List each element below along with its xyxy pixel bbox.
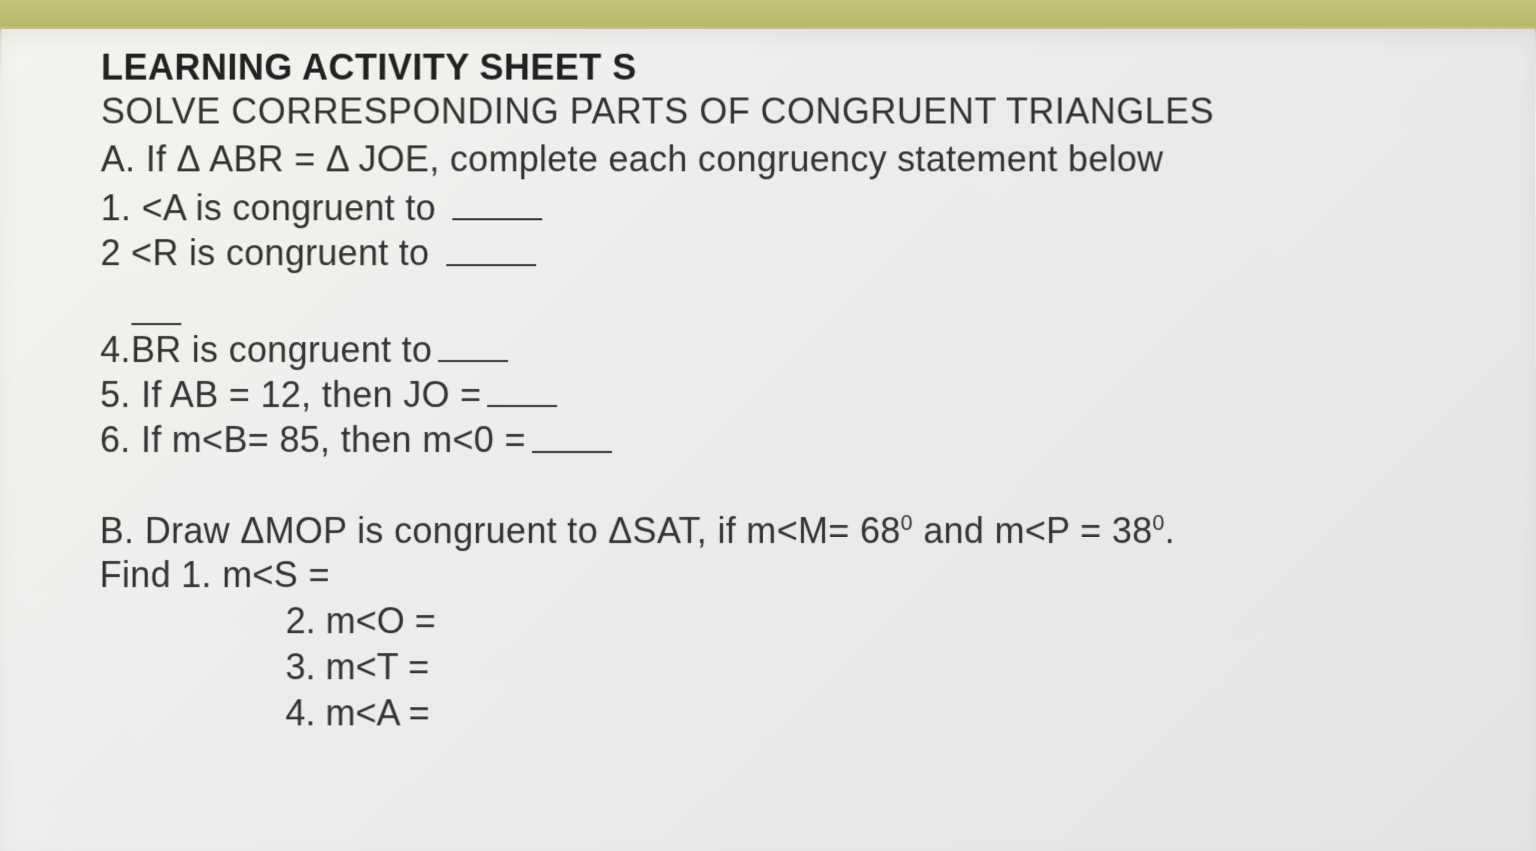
question-a5-text: 5. If AB = 12, then JO = (100, 374, 481, 415)
segment-br-overbar: BR (131, 325, 182, 371)
question-a6: 6. If m<B= 85, then m<0 = (100, 418, 1476, 461)
question-a2-text: 2 <R is congruent to (100, 233, 439, 274)
section-a-prompt: A. If Δ ABR = Δ JOE, complete each congr… (101, 138, 1475, 180)
question-a4-rest: is congruent to (181, 329, 432, 370)
blank-a1[interactable] (452, 186, 542, 220)
question-b4: 4. m<A = (285, 692, 1477, 734)
question-a6-text: 6. If m<B= 85, then m<0 = (100, 420, 526, 461)
blank-a2[interactable] (446, 232, 536, 266)
blank-a4[interactable] (438, 327, 508, 361)
blank-a5[interactable] (487, 373, 557, 407)
section-b-find-block: Find 1. m<S = 2. m<O = 3. m<T = 4. m<A = (99, 554, 1477, 734)
vertical-gap-1 (100, 277, 1475, 323)
section-b-prompt: B. Draw ΔMOP is congruent to ΔSAT, if m<… (100, 510, 1477, 552)
degree-symbol-1: 0 (901, 510, 913, 535)
question-a1-text: 1. <A is congruent to (101, 188, 447, 229)
section-b-text-2: and m<P = 38 (913, 510, 1153, 551)
worksheet-paper: LEARNING ACTIVITY SHEET S SOLVE CORRESPO… (0, 29, 1536, 851)
worksheet-subtitle: SOLVE CORRESPONDING PARTS OF CONGRUENT T… (101, 91, 1475, 133)
degree-symbol-2: 0 (1152, 510, 1164, 535)
section-b-text-3: . (1165, 510, 1175, 551)
section-a-prompt-suffix: complete each congruency statement below (450, 138, 1164, 179)
question-b3: 3. m<T = (285, 646, 1476, 688)
question-b1: Find 1. m<S = (100, 554, 1477, 596)
question-a4: 4.BR is congruent to (100, 325, 1476, 371)
question-b2: 2. m<O = (286, 600, 1477, 642)
worksheet-title: LEARNING ACTIVITY SHEET S (101, 47, 1475, 89)
section-a-prompt-prefix: A. If Δ ABR = Δ JOE, (101, 138, 450, 179)
question-a2: 2 <R is congruent to (100, 232, 1475, 275)
question-a1: 1. <A is congruent to (101, 186, 1476, 229)
section-b-text-1: B. Draw ΔMOP is congruent to ΔSAT, if m<… (100, 510, 901, 551)
blank-a6[interactable] (532, 418, 612, 452)
question-a4-prefix: 4. (100, 329, 131, 370)
vertical-gap-2 (100, 464, 1476, 510)
question-a5: 5. If AB = 12, then JO = (100, 373, 1476, 416)
find-label-and-q1: Find 1. m<S = (100, 554, 330, 596)
